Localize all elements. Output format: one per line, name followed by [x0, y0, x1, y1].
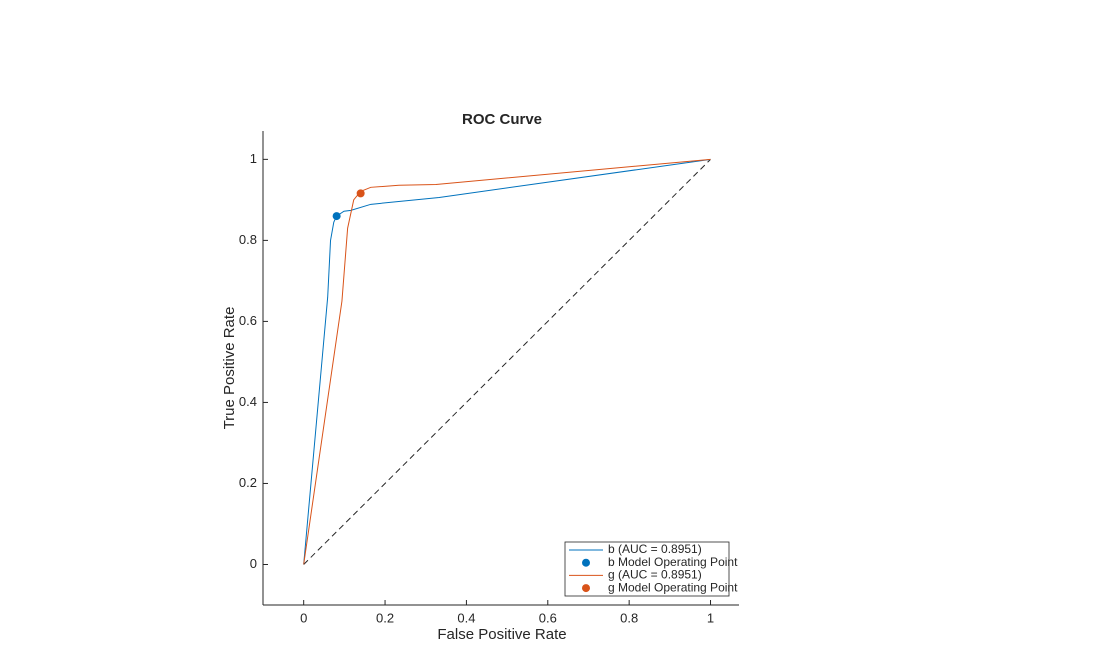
- x-tick-label: 0.6: [539, 610, 557, 625]
- x-axis-label: False Positive Rate: [437, 626, 566, 643]
- x-tick-label: 0.4: [457, 610, 475, 625]
- x-tick-label: 0.2: [376, 610, 394, 625]
- chart-title: ROC Curve: [462, 111, 542, 128]
- y-tick-label: 0.4: [239, 394, 257, 409]
- legend-label: b Model Operating Point: [608, 555, 738, 569]
- legend-label: g Model Operating Point: [608, 580, 738, 594]
- y-tick-label: 1: [250, 151, 257, 166]
- legend-box: [564, 541, 730, 597]
- x-tick-label: 1: [707, 610, 714, 625]
- x-tick-label: 0.8: [620, 610, 638, 625]
- y-tick-label: 0: [250, 556, 257, 571]
- reference-diagonal: [303, 159, 711, 565]
- x-tick-label: 0: [300, 610, 307, 625]
- legend-swatch: [582, 584, 590, 593]
- operating-point: [356, 189, 365, 198]
- y-tick-label: 0.8: [239, 232, 257, 247]
- operating-point: [332, 212, 341, 221]
- y-tick-label: 0.6: [239, 313, 257, 328]
- roc-line: [303, 158, 711, 565]
- legend-swatch: [582, 558, 590, 567]
- legend-label: b (AUC = 0.8951): [608, 542, 702, 556]
- y-tick-label: 0.2: [239, 475, 257, 490]
- legend-label: g (AUC = 0.8951): [608, 568, 702, 582]
- y-axis-label: True Positive Rate: [221, 307, 238, 430]
